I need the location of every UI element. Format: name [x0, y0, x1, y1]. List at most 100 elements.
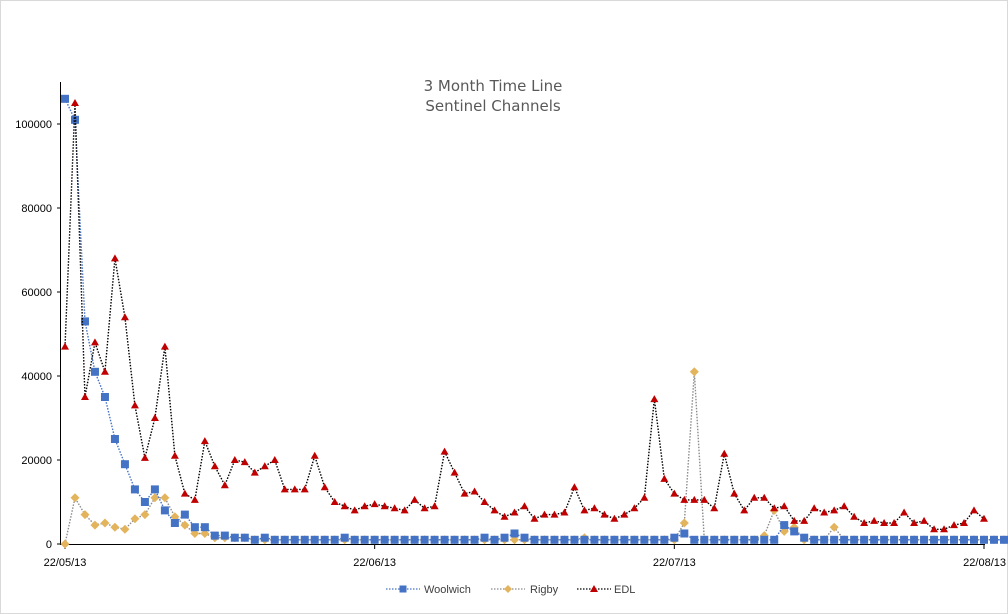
point-edl — [340, 502, 349, 510]
point-woolwich — [440, 535, 449, 544]
point-woolwich — [360, 535, 369, 544]
point-edl — [880, 519, 889, 526]
point-woolwich — [980, 535, 988, 544]
point-edl — [180, 489, 189, 497]
point-woolwich — [940, 535, 949, 544]
point-woolwich — [580, 535, 589, 544]
point-woolwich — [390, 535, 399, 544]
point-edl — [220, 481, 229, 489]
point-rigby — [80, 510, 90, 520]
point-edl — [700, 495, 709, 503]
point-woolwich — [450, 535, 459, 544]
point-edl — [540, 510, 549, 518]
point-woolwich — [780, 521, 789, 530]
point-woolwich — [750, 535, 759, 544]
point-rigby — [160, 493, 170, 503]
point-woolwich — [610, 535, 619, 544]
point-edl — [790, 516, 799, 524]
point-rigby — [70, 493, 80, 503]
point-edl — [90, 338, 99, 346]
point-edl — [140, 453, 149, 461]
point-rigby — [100, 518, 110, 528]
point-woolwich — [870, 535, 879, 544]
point-edl — [300, 485, 309, 493]
point-edl — [810, 504, 819, 512]
point-edl — [290, 485, 299, 493]
point-woolwich — [720, 535, 729, 544]
x-tick-label: 22/07/13 — [653, 557, 696, 569]
point-edl — [630, 504, 639, 512]
series-layer — [60, 94, 1008, 549]
point-edl — [590, 504, 599, 512]
point-edl — [470, 487, 479, 495]
point-edl — [600, 510, 609, 518]
point-woolwich — [620, 535, 629, 544]
point-woolwich — [70, 115, 79, 124]
point-woolwich — [790, 527, 799, 536]
point-edl — [490, 506, 499, 514]
point-edl — [120, 313, 129, 321]
point-rigby — [190, 529, 200, 538]
point-woolwich — [510, 529, 519, 538]
legend-label-woolwich: Woolwich — [424, 584, 471, 596]
point-edl — [970, 506, 979, 514]
point-edl — [690, 495, 699, 503]
point-edl — [760, 493, 769, 501]
point-woolwich — [590, 535, 599, 544]
point-edl — [950, 521, 959, 529]
point-woolwich — [850, 535, 859, 544]
point-woolwich — [310, 535, 319, 544]
point-woolwich — [530, 535, 539, 544]
point-woolwich — [560, 535, 569, 544]
legend-label-edl: EDL — [614, 584, 635, 596]
point-rigby — [150, 493, 160, 503]
point-edl — [330, 498, 339, 505]
point-woolwich — [570, 535, 579, 544]
point-rigby — [120, 524, 130, 534]
point-edl — [830, 506, 839, 514]
point-edl — [480, 498, 489, 505]
point-woolwich — [170, 519, 179, 527]
point-edl — [430, 502, 439, 510]
point-woolwich — [989, 535, 998, 544]
point-woolwich — [350, 535, 359, 544]
point-woolwich — [500, 533, 509, 542]
point-edl — [800, 516, 809, 524]
point-woolwich — [930, 535, 939, 544]
point-edl — [80, 393, 89, 400]
point-woolwich — [340, 533, 349, 542]
point-edl — [110, 254, 119, 262]
legend-label-rigby: Rigby — [530, 584, 559, 596]
series-woolwich — [61, 94, 1008, 544]
point-edl — [850, 512, 859, 520]
point-woolwich — [880, 535, 889, 544]
y-tick-label: 20000 — [21, 455, 52, 467]
series-line-rigby — [64, 371, 1008, 545]
point-edl — [500, 512, 509, 520]
point-edl — [450, 468, 459, 476]
point-edl — [620, 510, 629, 518]
point-woolwich — [140, 498, 149, 506]
point-woolwich — [120, 460, 129, 469]
point-rigby — [130, 514, 140, 524]
point-woolwich — [830, 535, 839, 544]
point-woolwich — [480, 533, 489, 542]
point-woolwich — [680, 529, 689, 538]
point-woolwich — [380, 535, 389, 544]
point-edl — [240, 458, 249, 466]
point-rigby — [510, 535, 520, 545]
legend-item-rigby: Rigby — [491, 584, 559, 596]
point-edl — [460, 489, 469, 497]
legend-item-woolwich: Woolwich — [386, 584, 471, 596]
point-rigby — [679, 518, 689, 528]
point-woolwich — [200, 523, 209, 532]
point-woolwich — [900, 535, 909, 544]
point-woolwich — [670, 533, 679, 542]
legend-marker-edl — [590, 585, 598, 592]
point-edl — [440, 447, 449, 455]
point-woolwich — [860, 535, 869, 544]
point-woolwich — [190, 523, 199, 532]
point-woolwich — [150, 485, 159, 494]
point-woolwich — [420, 535, 429, 544]
